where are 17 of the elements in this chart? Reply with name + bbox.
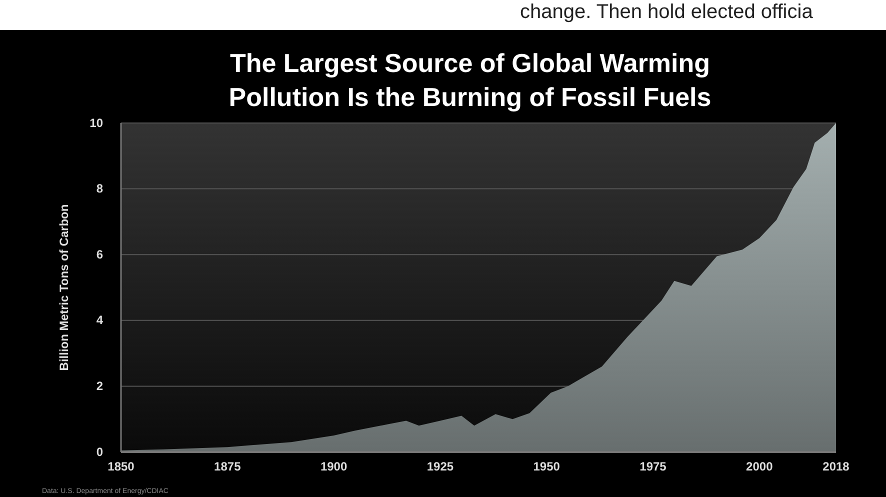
y-tick-label: 6 [96, 247, 104, 262]
y-tick-label: 2 [96, 379, 104, 394]
x-tick-label: 1850 [108, 460, 135, 474]
text: change. Then hold elected officia [520, 1, 814, 23]
x-tick-label: 1875 [214, 460, 242, 474]
x-tick-label: 1950 [533, 460, 560, 474]
x-tick-label: 1975 [640, 460, 667, 474]
y-tick-label: 8 [96, 182, 104, 196]
x-tick-label: 2000 [746, 460, 774, 474]
x-tick-label: 2018 [822, 460, 850, 474]
y-axis-title: Billion Metric Tons of Carbon [57, 204, 71, 371]
x-tick-label: 1900 [320, 460, 348, 474]
x-tick-label: 1925 [426, 460, 454, 474]
y-tick-label: 4 [96, 313, 104, 328]
y-tick-label: 10 [90, 116, 104, 130]
y-tick-label: 0 [96, 444, 104, 459]
chart-title: The Largest Source of Global Warming Pollution Is the Burning of Fossil Fuels [228, 48, 712, 112]
